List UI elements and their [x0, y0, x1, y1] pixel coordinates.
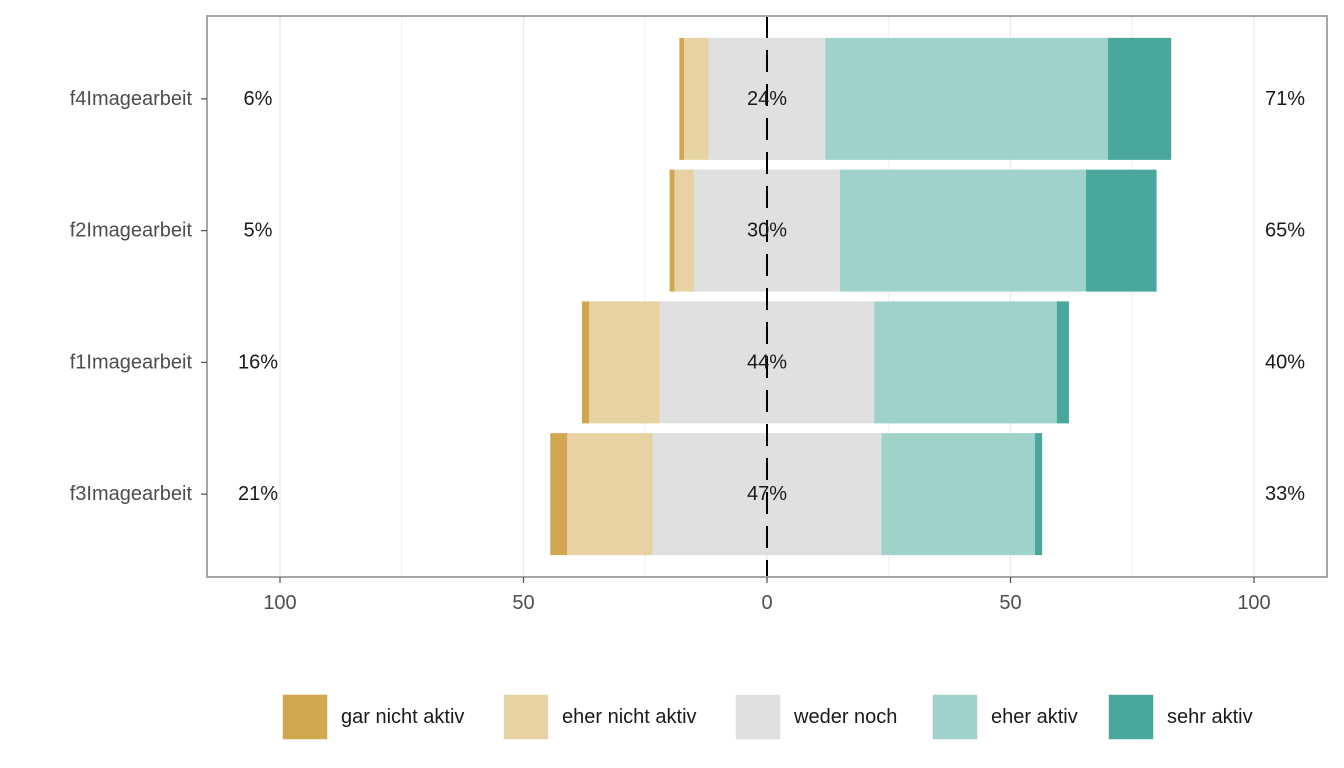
bar-segment	[669, 169, 675, 292]
percent-labels: 6% 24% 71% 5% 30% 65% 16% 44% 40% 21% 47% 33%	[238, 88, 1305, 505]
bar-segment	[567, 433, 653, 556]
category-label: f4Imagearbeit	[70, 88, 193, 110]
legend-key	[1107, 693, 1155, 741]
bar-segment	[1034, 433, 1043, 556]
bar-segment	[674, 169, 694, 292]
x-tick-label: 100	[1237, 592, 1270, 614]
bar-segment	[1085, 169, 1157, 292]
legend-label: eher aktiv	[991, 706, 1078, 728]
right-percent-label: 40%	[1265, 351, 1305, 373]
bar-segment	[825, 37, 1108, 160]
center-percent-label: 44%	[747, 351, 787, 373]
category-label: f1Imagearbeit	[70, 351, 193, 373]
category-label: f3Imagearbeit	[70, 483, 193, 505]
center-percent-label: 24%	[747, 88, 787, 110]
legend-label: eher nicht aktiv	[562, 706, 697, 728]
legend: gar nicht aktiv eher nicht aktiv weder noc…	[281, 693, 1253, 741]
center-percent-label: 47%	[747, 483, 787, 505]
x-tick-label: 50	[512, 592, 534, 614]
bar-segment	[679, 37, 685, 160]
bar-segment	[684, 37, 709, 160]
bar-segment	[581, 301, 590, 424]
left-percent-label: 21%	[238, 483, 278, 505]
left-percent-label: 6%	[244, 88, 273, 110]
category-label: f2Imagearbeit	[70, 220, 193, 242]
x-tick-label: 100	[263, 592, 296, 614]
center-percent-label: 30%	[747, 220, 787, 242]
right-percent-label: 65%	[1265, 220, 1305, 242]
legend-label: sehr aktiv	[1167, 706, 1253, 728]
x-tick-label: 50	[999, 592, 1021, 614]
legend-key	[281, 693, 329, 741]
bar-segment	[589, 301, 660, 424]
legend-key	[502, 693, 550, 741]
axes: f4Imagearbeit f2Imagearbeit f1Imagearbeit f…	[70, 88, 1271, 614]
bars	[550, 37, 1172, 556]
legend-label: weder noch	[793, 706, 897, 728]
legend-key	[931, 693, 979, 741]
bar-segment	[1056, 301, 1069, 424]
right-percent-label: 33%	[1265, 483, 1305, 505]
bar-segment	[874, 301, 1057, 424]
x-tick-label: 0	[761, 592, 772, 614]
bar-segment	[550, 433, 568, 556]
bar-segment	[1107, 37, 1172, 160]
left-percent-label: 16%	[238, 351, 278, 373]
left-percent-label: 5%	[244, 220, 273, 242]
bar-segment	[840, 169, 1086, 292]
legend-label: gar nicht aktiv	[341, 706, 464, 728]
legend-key	[734, 693, 782, 741]
bar-segment	[881, 433, 1035, 556]
right-percent-label: 71%	[1265, 88, 1305, 110]
